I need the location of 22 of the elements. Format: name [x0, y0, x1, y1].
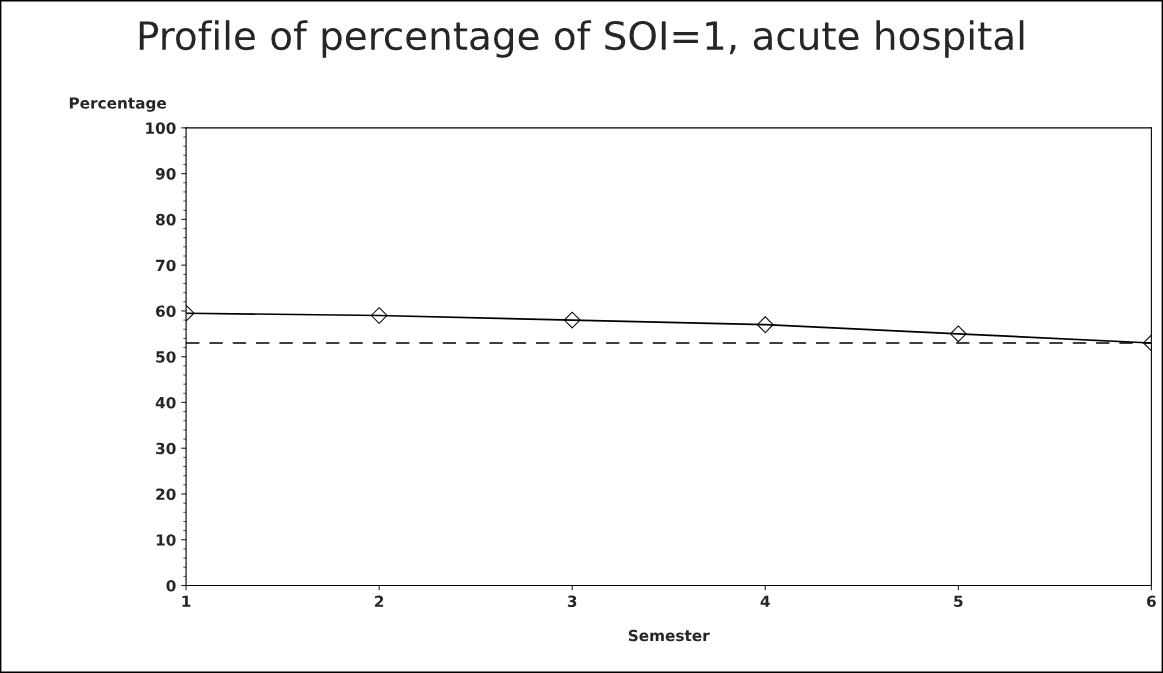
y-tick-label: 60: [156, 305, 176, 317]
point: [563, 311, 581, 329]
y-tick-label: 20: [156, 488, 176, 500]
x-tick-label: 4: [760, 595, 770, 607]
x-axis-title: Semester: [628, 629, 710, 642]
y-tick-label: 10: [156, 534, 176, 546]
y-tick-label: 50: [156, 351, 176, 363]
y-tick-label: 80: [156, 213, 176, 226]
y-tick-label: 0: [166, 579, 176, 592]
chart-title: Profile of percentage of SOI=1, acute hospital: [139, 20, 1024, 58]
x-tick-label: 1: [182, 595, 191, 607]
y-tick-label: 30: [156, 442, 176, 455]
y-tick-label: 70: [156, 259, 176, 272]
y-tick-label: 90: [155, 168, 176, 180]
y-tick-label: 100: [146, 122, 176, 134]
point: [756, 316, 774, 334]
y-tick-label: 40: [155, 396, 176, 409]
x-tick-label: 2: [375, 595, 384, 607]
y-axis-title: Percentage: [69, 97, 167, 112]
x-tick-label: 6: [1147, 595, 1156, 608]
x-tick-label: 5: [954, 595, 963, 608]
x-tick-label: 3: [567, 595, 577, 608]
